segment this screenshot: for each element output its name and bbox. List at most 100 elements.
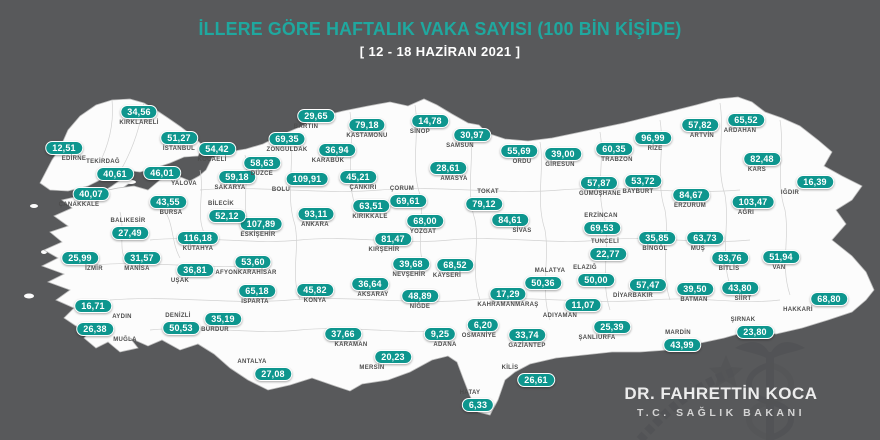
province-marker: 109,91 BOLU [272,172,329,194]
province-label: KIRŞEHİR [368,247,400,253]
case-rate-badge: 16,39 [796,175,834,189]
province-marker: 52,12 BİLECİK [208,201,246,223]
province-label: AFYONKARAHİSAR [215,270,277,276]
case-rate-badge: 20,23 [374,350,412,364]
province-label: BİTLİS [718,266,740,272]
province-label: ANKARA [301,222,329,228]
province-marker: 53,60 AFYONKARAHİSAR [215,255,283,277]
province-marker: 45,82 KONYA [296,283,334,305]
province-label: AĞRI [737,210,755,216]
province-marker: 36,94 KARABÜK [312,143,356,165]
case-rate-badge: 40,07 [72,187,110,201]
case-rate-badge: 43,99 [663,338,701,352]
case-rate-badge: 6,33 [461,398,495,412]
province-label: TRABZON [601,157,633,163]
case-rate-badge: 36,81 [176,263,214,277]
province-marker: 27,08 ANTALYA [237,359,292,381]
province-marker: 25,39 ŞANLIURFA [578,320,631,342]
case-rate-badge: 39,68 [392,257,430,271]
province-label: MUĞLA [113,337,137,343]
province-marker: 68,80 HAKKARİ [783,292,848,314]
province-marker: 103,47 AĞRI [731,195,775,217]
case-rate-badge: 51,27 [160,131,198,145]
case-rate-badge: 96,99 [634,131,672,145]
province-marker: 35,19 BURDUR [201,312,242,334]
case-rate-badge: 27,08 [254,367,292,381]
province-marker: 36,64 AKSARAY [351,277,389,299]
province-label: AMASYA [440,176,468,182]
case-rate-badge: 45,82 [296,283,334,297]
province-marker: 59,18 SAKARYA [214,170,256,192]
province-label: ARTVİN [689,133,715,139]
province-marker: 29,65 BARTIN [294,109,335,131]
province-marker: 57,82 ARTVİN [681,118,719,140]
case-rate-badge: 16,71 [74,299,112,313]
province-label: BALIKESİR [110,218,146,224]
province-label: KAHRAMANMARAŞ [477,302,539,308]
province-label: KİLİS [501,365,519,371]
case-rate-badge: 36,94 [318,143,356,157]
case-rate-badge: 26,38 [76,322,114,336]
case-rate-badge: 68,80 [810,292,848,306]
case-rate-badge: 81,47 [374,232,412,246]
case-rate-badge: 63,51 [352,199,390,213]
case-rate-badge: 46,01 [143,166,181,180]
case-rate-badge: 50,00 [577,273,615,287]
province-marker: 16,71 AYDIN [74,299,132,321]
case-rate-badge: 50,53 [162,321,200,335]
province-marker: 17,29 KAHRAMANMARAŞ [477,287,538,309]
case-rate-badge: 43,80 [721,281,759,295]
province-marker: 82,48 KARS [743,152,781,174]
province-label: SİVAS [512,228,532,234]
island [126,180,136,184]
case-rate-badge: 53,60 [234,255,272,269]
province-marker: 26,61 KİLİS [502,365,555,387]
case-rate-badge: 37,66 [324,327,362,341]
province-marker: 68,00 YOZGAT [406,214,444,236]
case-rate-badge: 69,61 [389,194,427,208]
case-rate-badge: 79,12 [465,197,503,211]
case-rate-badge: 22,77 [589,247,627,261]
case-rate-badge: 45,21 [339,170,377,184]
case-rate-badge: 30,97 [453,128,491,142]
province-marker: 51,94 VAN [762,250,800,272]
case-rate-badge: 68,52 [436,258,474,272]
case-rate-badge: 6,20 [466,318,500,332]
case-rate-badge: 93,11 [297,207,335,221]
province-label: UŞAK [170,278,190,284]
province-label: MUŞ [690,246,706,252]
province-marker: 40,07 ÇANAKKALE [59,187,112,209]
case-rate-badge: 12,51 [45,141,83,155]
case-rate-badge: 43,55 [149,195,187,209]
province-label: BİLECİK [207,201,235,207]
province-marker: 46,01 YALOVA [143,166,197,188]
province-marker: 65,18 ISPARTA [238,284,276,306]
case-rate-badge: 116,18 [176,231,220,245]
case-rate-badge: 50,36 [524,276,562,290]
case-rate-badge: 9,25 [423,327,457,341]
province-marker: 45,21 ÇANKIRI [339,170,377,192]
province-marker: 36,81 UŞAK [171,263,214,285]
province-label: ŞANLIURFA [578,335,616,341]
province-marker: 20,23 MERSİN [359,350,412,372]
province-label: DENİZLİ [165,313,191,319]
province-marker: 50,36 MALATYA [524,268,565,290]
province-label: KARABÜK [311,158,345,164]
province-marker: 6,20 OSMANİYE [462,318,500,340]
province-marker: 81,47 KIRŞEHİR [368,232,412,254]
province-marker: 63,73 MUŞ [686,231,724,253]
case-rate-badge: 59,18 [218,170,256,184]
case-rate-badge: 103,47 [731,195,775,209]
province-label: GÜMÜŞHANE [578,191,622,197]
province-label: MANİSA [124,266,150,272]
province-marker: 16,39 IĞDIR [781,175,834,197]
province-marker: 31,57 MANİSA [123,251,161,273]
province-marker: 69,53 ERZİNCAN [583,213,621,235]
province-label: KOCAELİ [197,157,227,163]
province-label: KARAMAN [334,342,368,348]
province-label: SAKARYA [214,185,246,191]
case-rate-badge: 58,63 [243,156,281,170]
island [24,293,34,299]
case-rate-badge: 39,00 [544,147,582,161]
